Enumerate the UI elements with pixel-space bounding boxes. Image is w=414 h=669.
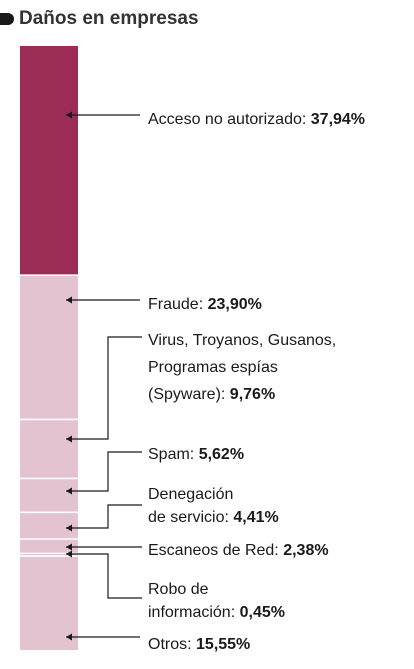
- bar-segment-7: [20, 556, 78, 650]
- leader-line: [66, 451, 142, 492]
- segment-value: 37,94%: [311, 111, 365, 128]
- segment-value: 4,41%: [233, 509, 278, 526]
- leader-line: [66, 553, 142, 599]
- leader-line: [66, 504, 142, 529]
- bar-segment-3: [20, 478, 78, 513]
- bar-segment-6: [20, 553, 78, 557]
- bar-segment-1: [20, 275, 78, 420]
- bar-segment-2: [20, 419, 78, 479]
- segment-label: (Spyware): 9,76%: [148, 386, 275, 403]
- chart-title-group: Daños en empresas: [0, 7, 199, 31]
- arrowhead-icon: [66, 550, 72, 558]
- segment-label: Virus, Troyanos, Gusanos,: [148, 332, 336, 349]
- arrowhead-icon: [66, 435, 72, 443]
- segment-value: 15,55%: [196, 636, 250, 653]
- bar-segment-4: [20, 512, 78, 539]
- segment-label: Denegación: [148, 486, 233, 503]
- segment-label: Acceso no autorizado: 37,94%: [148, 111, 365, 128]
- segment-label: Escaneos de Red: 2,38%: [148, 542, 329, 559]
- segment-label: Otros: 15,55%: [148, 636, 250, 653]
- title-bullet-icon: [0, 13, 14, 25]
- segment-value: 5,62%: [199, 446, 244, 463]
- segment-label: de servicio: 4,41%: [148, 509, 279, 526]
- segment-label: Fraude: 23,90%: [148, 296, 262, 313]
- arrowhead-icon: [66, 543, 72, 551]
- chart-title: Daños en empresas: [19, 8, 199, 29]
- arrowhead-icon: [66, 633, 72, 641]
- segment-value: 9,76%: [230, 386, 275, 403]
- arrowhead-icon: [66, 296, 72, 304]
- arrowhead-icon: [66, 524, 72, 532]
- arrowhead-icon: [66, 487, 72, 495]
- bar-segment-5: [20, 539, 78, 554]
- segment-value: 2,38%: [283, 542, 328, 559]
- segment-label: Programas espías: [148, 359, 278, 376]
- segment-label: Robo de: [148, 581, 209, 598]
- segment-label: Spam: 5,62%: [148, 446, 244, 463]
- segment-label: información: 0,45%: [148, 604, 285, 621]
- segment-value: 0,45%: [240, 604, 285, 621]
- bar-segment-0: [20, 46, 78, 276]
- leader-line: [66, 336, 142, 440]
- arrowhead-icon: [66, 111, 72, 119]
- segment-value: 23,90%: [208, 296, 262, 313]
